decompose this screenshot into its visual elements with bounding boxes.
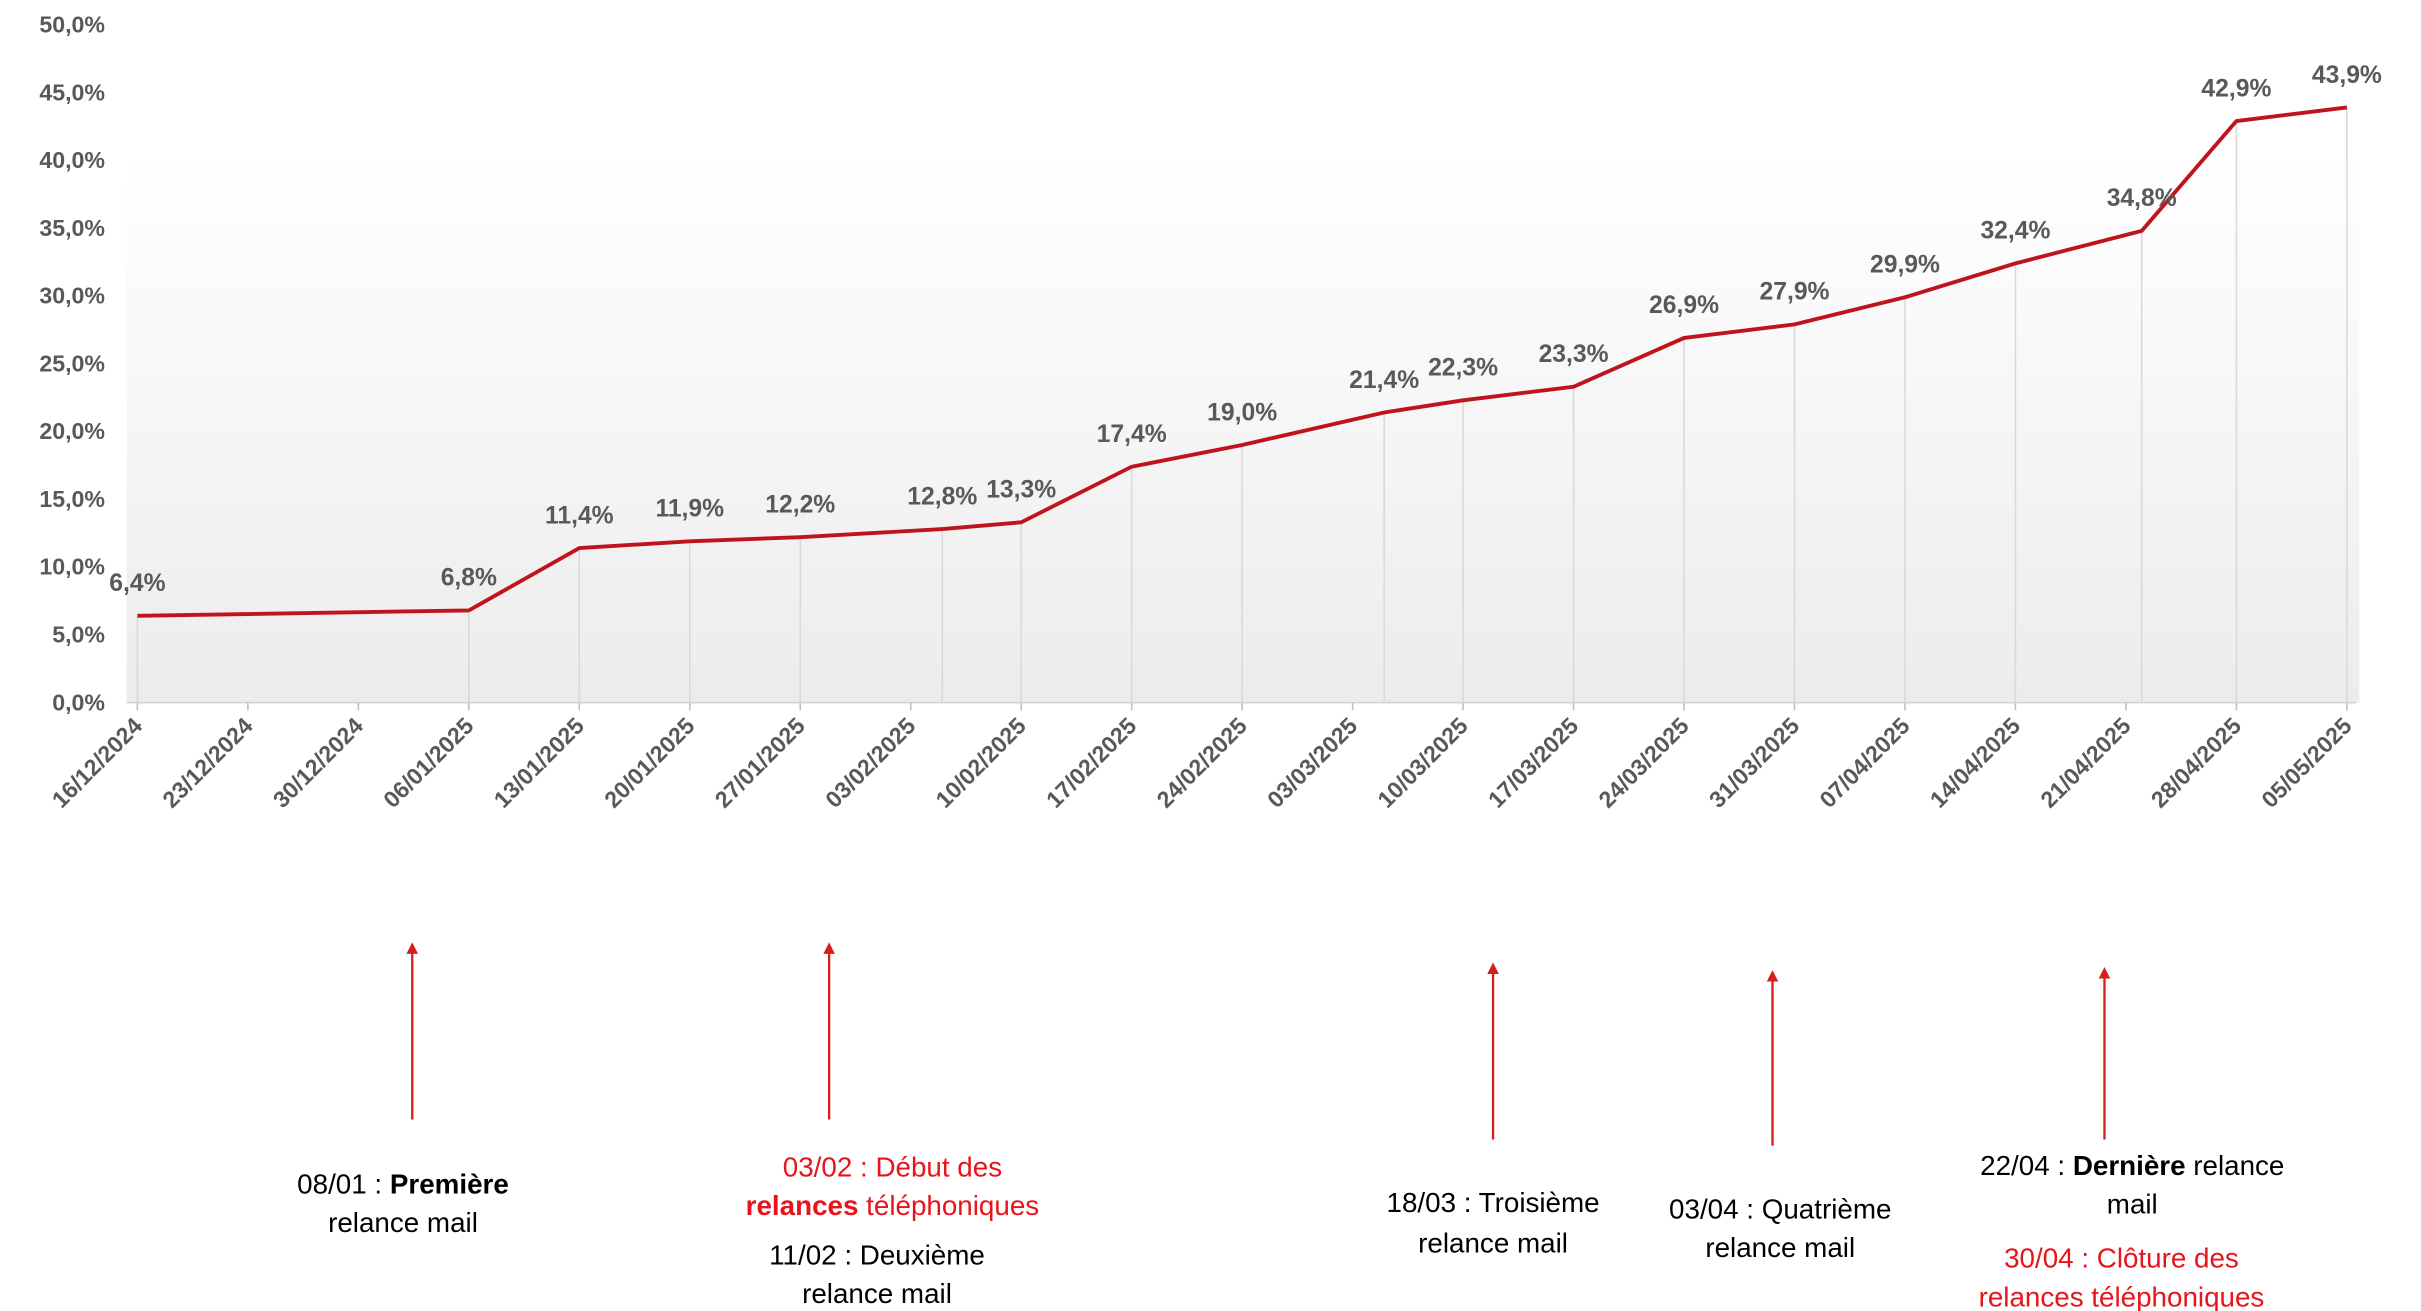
annotations: 08/01 : Première relance mail 03/02 : Dé… [297,942,2284,1311]
data-label: 34,8% [2107,185,2177,212]
annotation-text: Dernière [2073,1150,2186,1181]
data-label: 6,8% [441,565,497,592]
annotation-line: relances téléphoniques [1979,1281,2265,1311]
x-tick-label: 17/02/2025 [1041,712,1141,812]
y-tick-label: 20,0% [39,418,105,444]
x-tick-label: 17/03/2025 [1483,712,1583,812]
x-tick-label: 14/04/2025 [1925,712,2025,812]
x-tick-label: 03/02/2025 [820,712,920,812]
data-label: 19,0% [1207,399,1277,426]
annotation-line: relance mail [1418,1227,1568,1258]
data-label: 32,4% [1980,218,2050,245]
data-label: 17,4% [1097,421,1167,448]
annotation-line: 11/02 : Deuxième [769,1240,985,1271]
annotation-text: Première [390,1169,509,1200]
y-tick-label: 10,0% [39,554,105,580]
annotation-line: relances téléphoniques [746,1190,1040,1221]
annotation-text: relance [2186,1150,2285,1181]
x-tick-label: 31/03/2025 [1704,712,1804,812]
x-tick-label: 03/03/2025 [1262,712,1362,812]
x-tick-label: 24/02/2025 [1152,712,1252,812]
data-label: 11,4% [545,502,614,529]
x-tick-label: 28/04/2025 [2146,712,2246,812]
y-tick-label: 5,0% [52,622,105,648]
annotation-text: 08/01 : [297,1169,390,1200]
x-tick-label: 20/01/2025 [599,712,699,812]
x-tick-label: 23/12/2024 [157,712,257,812]
x-tick-label: 06/01/2025 [378,712,478,812]
annotation-line: 03/04 : Quatrième [1669,1193,1891,1224]
annotation-text: téléphoniques [858,1190,1039,1221]
x-tick-label: 13/01/2025 [489,712,589,812]
y-tick-label: 35,0% [39,215,105,241]
y-tick-label: 0,0% [52,689,105,715]
y-tick-label: 15,0% [39,486,105,512]
y-tick-label: 30,0% [39,283,105,309]
annotation-line: relance mail [802,1278,952,1309]
data-label: 42,9% [2201,75,2271,102]
data-label: 12,8% [907,483,977,510]
y-tick-label: 25,0% [39,350,105,376]
x-tick-label: 21/04/2025 [2035,712,2135,812]
annotation-line: relance mail [328,1207,478,1238]
data-label: 43,9% [2312,62,2382,89]
annotation-line: 08/01 : Première [297,1169,509,1200]
annotation-line: mail [2107,1189,2158,1220]
x-tick-label: 10/02/2025 [931,712,1031,812]
annotation-text: 22/04 : [1980,1150,2073,1181]
x-tick-label: 24/03/2025 [1593,712,1693,812]
annotation-line: 18/03 : Troisième [1387,1187,1600,1218]
annotation-text: relances [746,1190,859,1221]
line [137,105,2348,618]
x-tick-label: 30/12/2024 [268,712,368,812]
x-tick-label: 07/04/2025 [1814,712,1914,812]
data-label: 26,9% [1649,292,1719,319]
y-tick-label: 50,0% [39,11,105,37]
data-label: 27,9% [1760,279,1830,306]
y-tick-label: 40,0% [39,147,105,173]
data-label: 23,3% [1539,341,1609,368]
data-label: 29,9% [1870,252,1940,279]
annotation-line: relance mail [1705,1232,1855,1263]
data-label: 22,3% [1428,355,1498,382]
data-label: 12,2% [765,492,835,519]
annotation-line: 03/02 : Début des [783,1152,1002,1183]
x-tick-label: 16/12/2024 [47,712,147,812]
x-tick-label: 27/01/2025 [710,712,810,812]
data-label: 13,3% [986,477,1056,504]
data-label: 6,4% [109,570,165,597]
annotation-line: 30/04 : Clôture des [2004,1243,2239,1274]
y-tick-label: 45,0% [39,79,105,105]
x-tick-label: 10/03/2025 [1372,712,1472,812]
annotation-line: 22/04 : Dernière relance [1980,1150,2284,1181]
data-label: 21,4% [1349,367,1419,394]
x-tick-label: 05/05/2025 [2256,712,2356,812]
data-label: 11,9% [655,496,724,523]
